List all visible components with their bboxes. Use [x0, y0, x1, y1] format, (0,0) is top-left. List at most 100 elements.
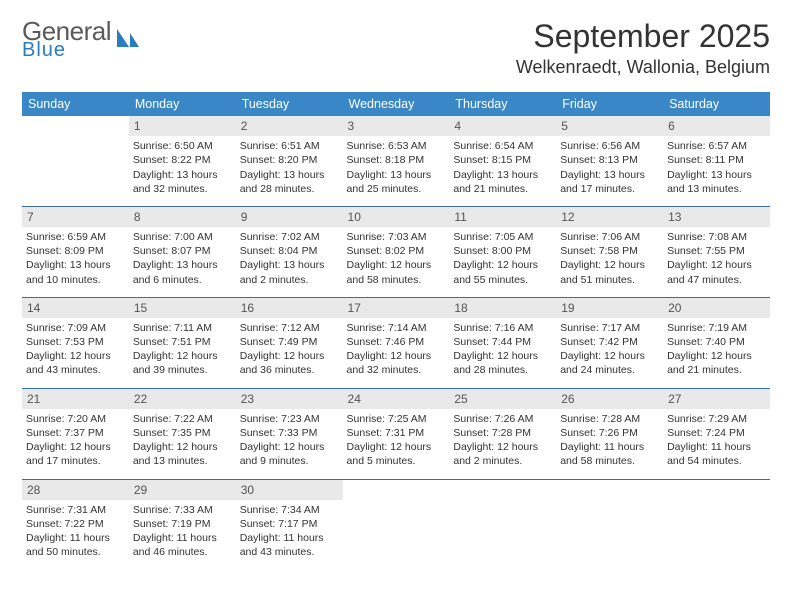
cell-line: Daylight: 12 hours and 17 minutes.	[26, 440, 125, 468]
cell-line: Sunrise: 7:19 AM	[667, 321, 766, 335]
calendar-cell	[343, 479, 450, 569]
day-number: 21	[22, 389, 129, 409]
day-number: 9	[236, 207, 343, 227]
cell-line: Sunrise: 6:59 AM	[26, 230, 125, 244]
calendar-cell: 28Sunrise: 7:31 AMSunset: 7:22 PMDayligh…	[22, 479, 129, 569]
cell-line: Daylight: 12 hours and 24 minutes.	[560, 349, 659, 377]
calendar-cell: 7Sunrise: 6:59 AMSunset: 8:09 PMDaylight…	[22, 206, 129, 297]
cell-line: Sunrise: 7:17 AM	[560, 321, 659, 335]
cell-line: Sunrise: 7:03 AM	[347, 230, 446, 244]
calendar-cell	[22, 116, 129, 206]
cell-line: Daylight: 13 hours and 21 minutes.	[453, 168, 552, 196]
cell-line: Daylight: 13 hours and 32 minutes.	[133, 168, 232, 196]
calendar-cell: 20 Sunrise: 7:19 AMSunset: 7:40 PMDayligh…	[663, 297, 770, 388]
cell-line: Sunrise: 6:50 AM	[133, 139, 232, 153]
cell-line: Daylight: 12 hours and 2 minutes.	[453, 440, 552, 468]
day-number: 13	[663, 207, 770, 227]
cell-line: Daylight: 12 hours and 47 minutes.	[667, 258, 766, 286]
col-saturday: Saturday	[663, 92, 770, 116]
calendar-cell: 17Sunrise: 7:14 AMSunset: 7:46 PMDayligh…	[343, 297, 450, 388]
cell-line: Sunset: 7:49 PM	[240, 335, 339, 349]
day-number: 2	[236, 116, 343, 136]
calendar-cell: 5Sunrise: 6:56 AMSunset: 8:13 PMDaylight…	[556, 116, 663, 206]
cell-line: Sunrise: 7:16 AM	[453, 321, 552, 335]
weekday-header-row: Sunday Monday Tuesday Wednesday Thursday…	[22, 92, 770, 116]
calendar-cell: 1Sunrise: 6:50 AMSunset: 8:22 PMDaylight…	[129, 116, 236, 206]
day-number: 29	[129, 480, 236, 500]
day-number: 14	[22, 298, 129, 318]
cell-line: Daylight: 12 hours and 39 minutes.	[133, 349, 232, 377]
day-number: 19	[556, 298, 663, 318]
cell-line: Sunset: 7:53 PM	[26, 335, 125, 349]
col-tuesday: Tuesday	[236, 92, 343, 116]
day-number: 20	[663, 298, 770, 318]
cell-line: Sunset: 8:11 PM	[667, 153, 766, 167]
day-number: 5	[556, 116, 663, 136]
calendar-cell: 14 Sunrise: 7:09 AMSunset: 7:53 PMDayligh…	[22, 297, 129, 388]
cell-line: Sunset: 8:04 PM	[240, 244, 339, 258]
cell-line: Sunrise: 7:29 AM	[667, 412, 766, 426]
cell-line: Sunrise: 6:53 AM	[347, 139, 446, 153]
calendar-cell: 22Sunrise: 7:22 AMSunset: 7:35 PMDayligh…	[129, 388, 236, 479]
calendar-row: 21Sunrise: 7:20 AMSunset: 7:37 PMDayligh…	[22, 388, 770, 479]
cell-line: Daylight: 11 hours and 50 minutes.	[26, 531, 125, 559]
cell-line: Sunrise: 7:31 AM	[26, 503, 125, 517]
cell-line: Sunrise: 7:02 AM	[240, 230, 339, 244]
cell-line: Sunrise: 7:12 AM	[240, 321, 339, 335]
calendar-cell: 27Sunrise: 7:29 AMSunset: 7:24 PMDayligh…	[663, 388, 770, 479]
cell-line: Sunset: 7:31 PM	[347, 426, 446, 440]
cell-line: Sunset: 7:40 PM	[667, 335, 766, 349]
cell-line: Daylight: 12 hours and 21 minutes.	[667, 349, 766, 377]
cell-line: Sunrise: 7:22 AM	[133, 412, 232, 426]
cell-line: Daylight: 13 hours and 6 minutes.	[133, 258, 232, 286]
calendar-cell: 11Sunrise: 7:05 AMSunset: 8:00 PMDayligh…	[449, 206, 556, 297]
calendar-row: 28Sunrise: 7:31 AMSunset: 7:22 PMDayligh…	[22, 479, 770, 569]
day-number: 18	[449, 298, 556, 318]
col-sunday: Sunday	[22, 92, 129, 116]
location-label: Welkenraedt, Wallonia, Belgium	[516, 57, 770, 78]
cell-line: Sunset: 8:07 PM	[133, 244, 232, 258]
day-number: 8	[129, 207, 236, 227]
cell-line: Sunrise: 7:33 AM	[133, 503, 232, 517]
cell-line: Sunrise: 7:26 AM	[453, 412, 552, 426]
calendar-cell: 2Sunrise: 6:51 AMSunset: 8:20 PMDaylight…	[236, 116, 343, 206]
cell-line: Sunrise: 7:23 AM	[240, 412, 339, 426]
calendar-cell: 10Sunrise: 7:03 AMSunset: 8:02 PMDayligh…	[343, 206, 450, 297]
calendar-row: 7Sunrise: 6:59 AMSunset: 8:09 PMDaylight…	[22, 206, 770, 297]
cell-line: Daylight: 12 hours and 43 minutes.	[26, 349, 125, 377]
calendar-row: 1Sunrise: 6:50 AMSunset: 8:22 PMDaylight…	[22, 116, 770, 206]
cell-line: Daylight: 11 hours and 58 minutes.	[560, 440, 659, 468]
cell-line: Daylight: 12 hours and 5 minutes.	[347, 440, 446, 468]
day-number: 23	[236, 389, 343, 409]
cell-line: Sunrise: 7:05 AM	[453, 230, 552, 244]
calendar-cell: 23Sunrise: 7:23 AMSunset: 7:33 PMDayligh…	[236, 388, 343, 479]
cell-line: Daylight: 12 hours and 58 minutes.	[347, 258, 446, 286]
cell-line: Sunrise: 7:09 AM	[26, 321, 125, 335]
day-number: 6	[663, 116, 770, 136]
day-number: 30	[236, 480, 343, 500]
cell-line: Daylight: 13 hours and 13 minutes.	[667, 168, 766, 196]
day-number: 11	[449, 207, 556, 227]
cell-line: Sunset: 8:13 PM	[560, 153, 659, 167]
cell-line: Sunset: 7:46 PM	[347, 335, 446, 349]
calendar-cell: 18Sunrise: 7:16 AMSunset: 7:44 PMDayligh…	[449, 297, 556, 388]
brand-sail-icon	[115, 27, 141, 54]
calendar-cell: 19Sunrise: 7:17 AMSunset: 7:42 PMDayligh…	[556, 297, 663, 388]
calendar-cell: 24Sunrise: 7:25 AMSunset: 7:31 PMDayligh…	[343, 388, 450, 479]
calendar-cell	[449, 479, 556, 569]
cell-line: Sunrise: 7:28 AM	[560, 412, 659, 426]
calendar-cell: 4Sunrise: 6:54 AMSunset: 8:15 PMDaylight…	[449, 116, 556, 206]
cell-line: Sunset: 7:55 PM	[667, 244, 766, 258]
cell-line: Sunrise: 7:25 AM	[347, 412, 446, 426]
cell-line: Sunset: 7:26 PM	[560, 426, 659, 440]
cell-line: Daylight: 11 hours and 54 minutes.	[667, 440, 766, 468]
col-monday: Monday	[129, 92, 236, 116]
cell-line: Daylight: 12 hours and 28 minutes.	[453, 349, 552, 377]
day-number: 17	[343, 298, 450, 318]
cell-line: Daylight: 12 hours and 13 minutes.	[133, 440, 232, 468]
calendar-row: 14Sunrise: 7:09 AMSunset: 7:53 PMDayligh…	[22, 297, 770, 388]
day-number: 25	[449, 389, 556, 409]
day-number: 22	[129, 389, 236, 409]
cell-line: Sunrise: 7:34 AM	[240, 503, 339, 517]
calendar-cell: 6Sunrise: 6:57 AMSunset: 8:11 PMDaylight…	[663, 116, 770, 206]
